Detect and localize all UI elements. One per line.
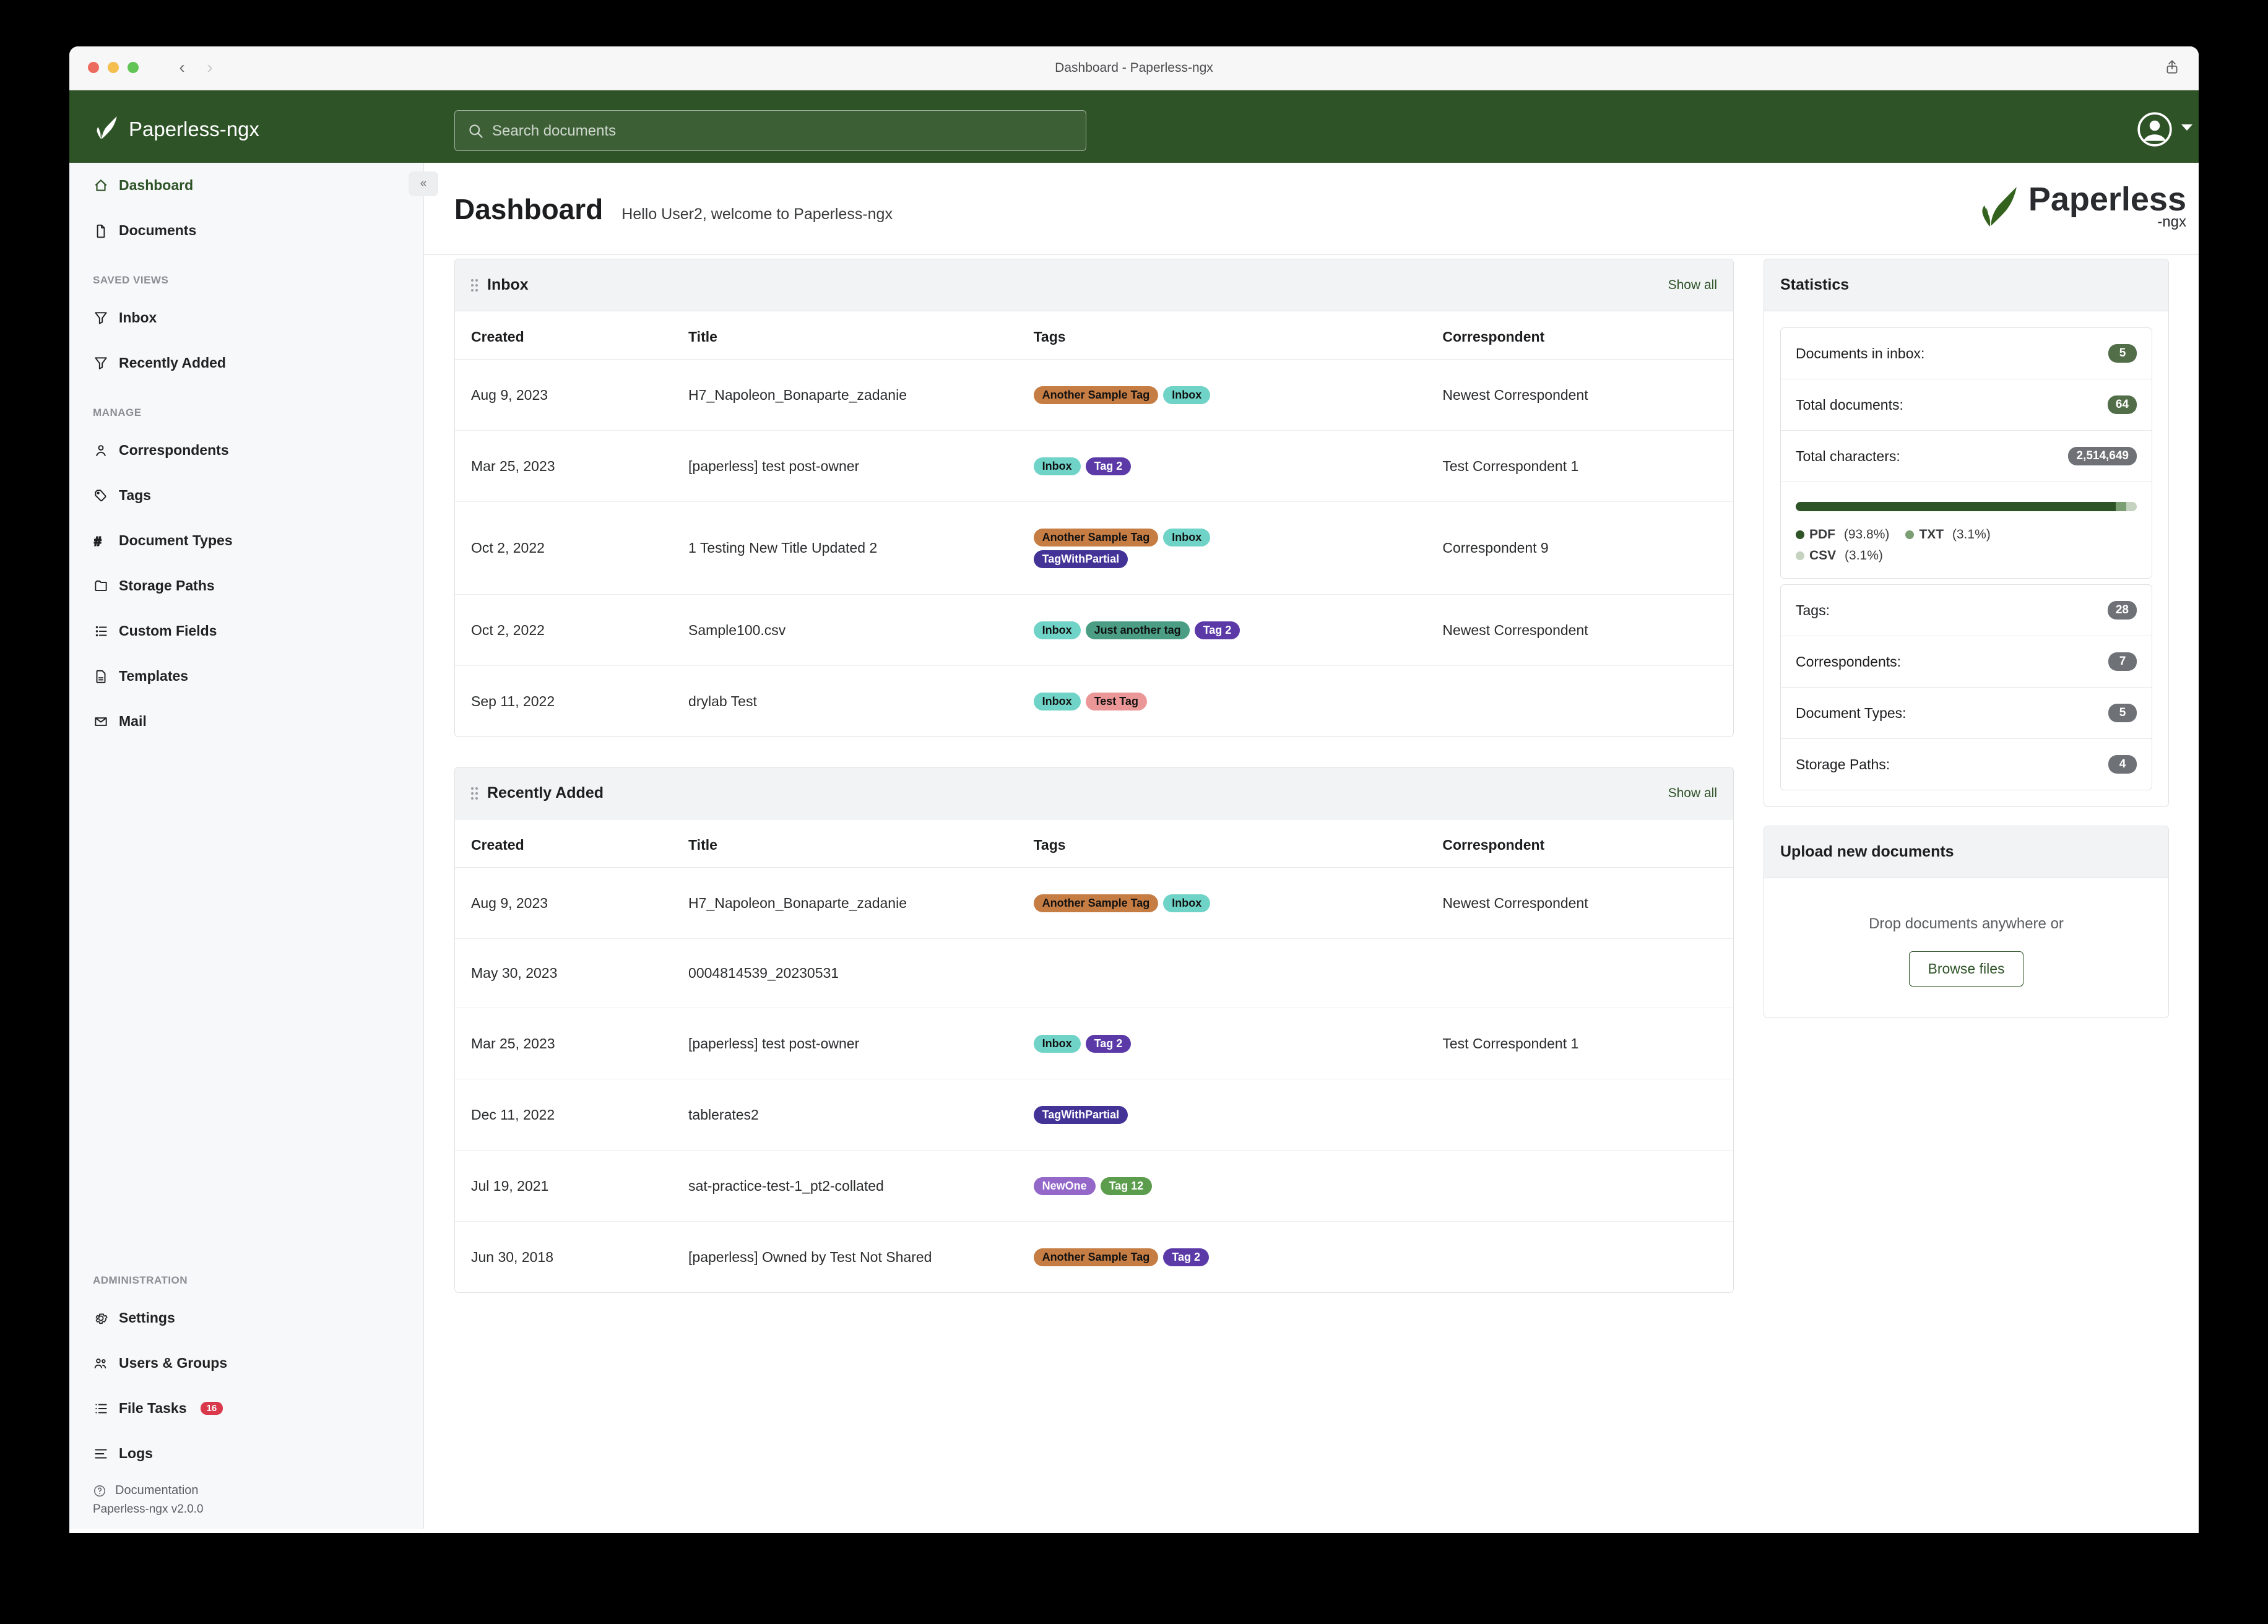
svg-text:#: # — [94, 534, 102, 548]
